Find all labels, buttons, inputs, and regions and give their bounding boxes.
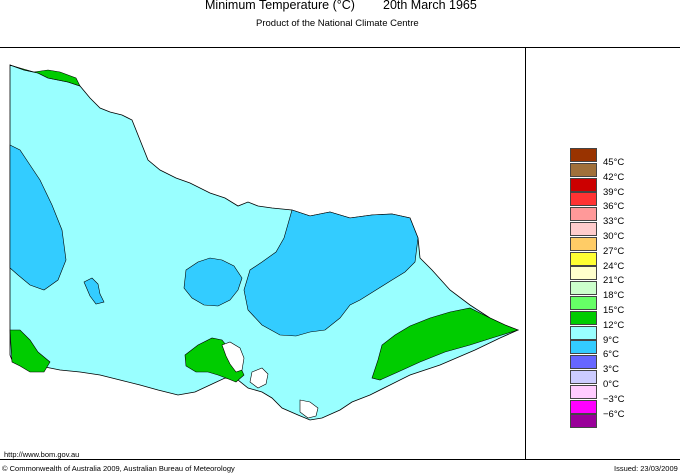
legend-label: 21°C [603, 275, 625, 287]
legend-item: 24°C [570, 251, 630, 272]
map-subtitle: Product of the National Climate Centre [256, 18, 419, 29]
legend-item: 33°C [570, 207, 630, 227]
legend-item: −3°C [570, 384, 630, 405]
legend-label: −6°C [603, 408, 625, 420]
legend-item: 42°C [570, 162, 630, 183]
land-region-6-9-west-small [83, 277, 105, 305]
map-title: Minimum Temperature (°C) [205, 0, 355, 12]
legend-label: 6°C [603, 349, 619, 361]
legend-item: 9°C [570, 325, 630, 346]
legend-swatch [570, 266, 597, 281]
legend-item: 30°C [570, 222, 630, 242]
legend-swatch [570, 399, 597, 414]
legend-swatch [570, 192, 597, 207]
victoria-map [0, 47, 680, 460]
land-region-9-12 [9, 64, 520, 421]
legend-swatch [570, 355, 597, 370]
legend-swatch [570, 414, 597, 429]
land-region-12-15-otways [184, 337, 245, 383]
legend-item: 3°C [570, 355, 630, 375]
legend-swatch [570, 177, 597, 192]
legend-swatch [570, 207, 597, 222]
land-region-12-15-east-gippsland [371, 307, 519, 381]
legend-item: −6°C [570, 399, 630, 420]
corner-inlet [299, 399, 319, 419]
legend-label: 30°C [603, 231, 625, 242]
legend-label: 15°C [603, 305, 625, 316]
legend-item: 12°C [570, 310, 630, 331]
land-region-12-15-southwest [9, 329, 51, 373]
land-region-6-9-alpine [243, 209, 419, 337]
legend-item: 15°C [570, 296, 630, 316]
source-url: http://www.bom.gov.au [4, 450, 80, 459]
copyright-notice: © Commonwealth of Australia 2009, Austra… [2, 464, 235, 473]
legend-label: 45°C [603, 157, 625, 168]
legend-swatch [570, 384, 597, 399]
legend-label: −3°C [603, 393, 625, 405]
legend-swatch [570, 236, 597, 251]
port-phillip-bay [221, 341, 245, 373]
legend-item: 36°C [570, 192, 630, 212]
legend-item: 6°C [570, 340, 630, 360]
legend-label: 18°C [603, 290, 625, 302]
legend-swatch [570, 251, 597, 266]
legend-swatch [570, 310, 597, 325]
legend-item [570, 414, 630, 429]
legend-item: 18°C [570, 281, 630, 301]
land-region-6-9-west [9, 144, 67, 291]
legend-swatch [570, 370, 597, 384]
legend-label: 27°C [603, 245, 625, 257]
legend-swatch [570, 340, 597, 355]
legend-label: 33°C [603, 216, 625, 228]
legend-item: 45°C [570, 148, 630, 168]
legend-swatch [570, 222, 597, 236]
legend-swatch [570, 162, 597, 177]
legend-label: 39°C [603, 186, 625, 198]
legend-label: 36°C [603, 201, 625, 213]
legend-item: 27°C [570, 236, 630, 257]
legend-label: 24°C [603, 260, 625, 272]
legend-swatch [570, 296, 597, 310]
legend-label: 3°C [603, 364, 619, 376]
legend-item: 0°C [570, 370, 630, 390]
land-region-6-9-central [183, 257, 243, 307]
legend-swatch [570, 325, 597, 340]
land-region-12-15-northwest [9, 64, 81, 87]
legend-swatch [570, 148, 597, 162]
map-date: 20th March 1965 [383, 0, 477, 12]
legend-label: 12°C [603, 319, 625, 331]
western-port-bay [249, 367, 269, 389]
legend-label: 0°C [603, 379, 619, 390]
issued-date: Issued: 23/03/2009 [614, 464, 678, 473]
legend-item: 39°C [570, 177, 630, 198]
legend-label: 9°C [603, 334, 619, 346]
legend-label: 42°C [603, 171, 625, 183]
legend-swatch [570, 281, 597, 296]
legend-item: 21°C [570, 266, 630, 286]
title-bar: Minimum Temperature (°C) 20th March 1965 [0, 0, 680, 16]
map-frame [0, 47, 680, 460]
